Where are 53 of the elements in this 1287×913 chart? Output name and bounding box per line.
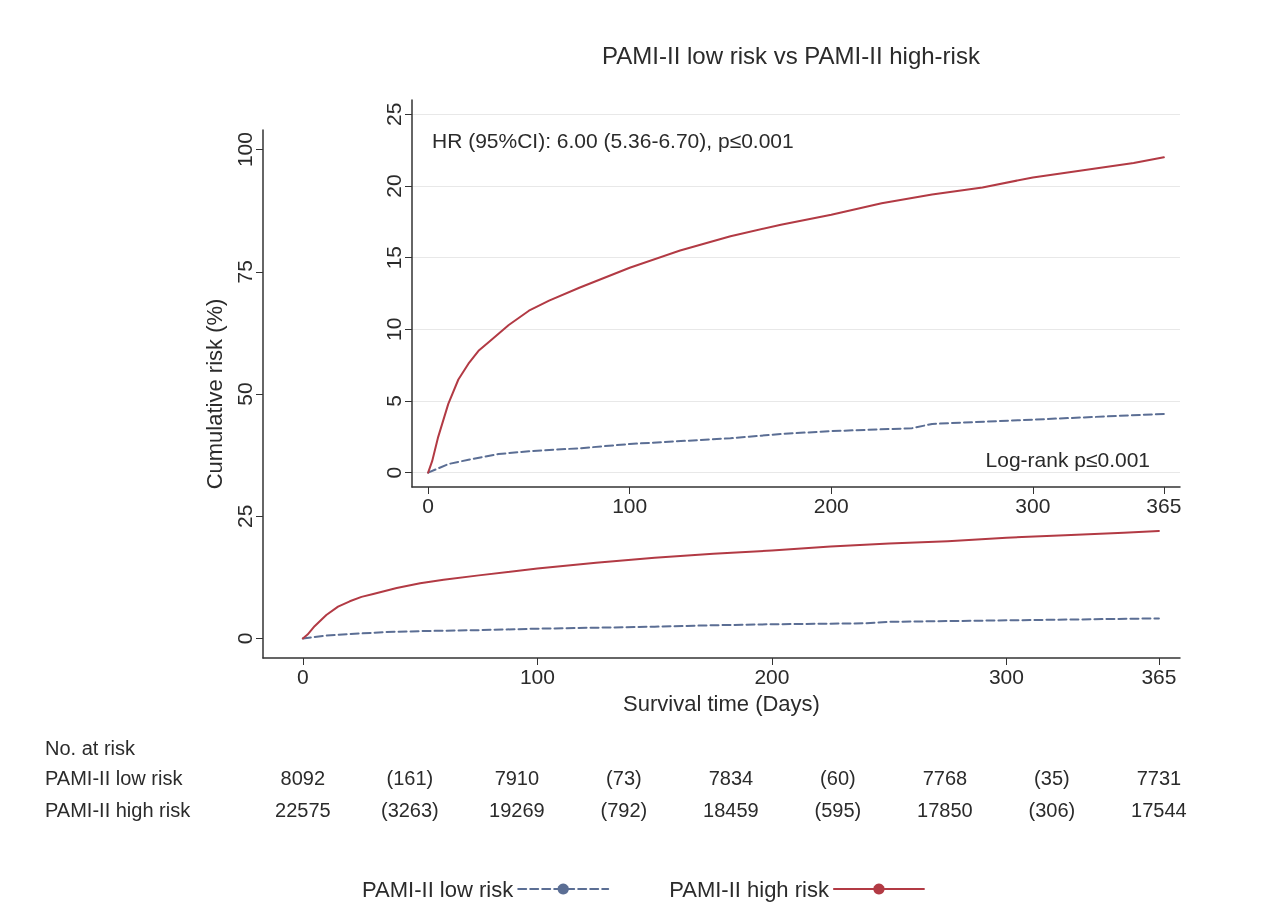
x-tick-label: 200 [813, 494, 849, 517]
y-tick-label: 25 [233, 504, 256, 528]
text: 7910 [494, 767, 540, 789]
y-tick-label: 50 [233, 382, 256, 406]
y-tick-label: 100 [233, 132, 256, 168]
text: (35) [1034, 767, 1070, 789]
text: (306) [1028, 799, 1076, 821]
chart-title: PAMI-II low risk vs PAMI-II high-risk [602, 41, 981, 69]
y-axis-title: Cumulative risk (%) [201, 298, 227, 490]
y-tick-label: 15 [382, 245, 405, 270]
text: PAMI-II high risk [45, 799, 192, 821]
x-tick-label: 300 [1015, 494, 1051, 517]
line-series [427, 156, 1165, 474]
line-series [301, 529, 1160, 640]
y-tick-label: 5 [382, 395, 405, 407]
x-tick-label: 0 [297, 665, 309, 688]
x-tick-label: 365 [1141, 665, 1177, 688]
text: 8092 [280, 767, 326, 789]
annotation: HR (95%CI): 6.00 (5.36-6.70), p≤0.001 [432, 129, 794, 152]
y-tick-label: 0 [382, 466, 405, 479]
x-tick-label: 365 [1146, 494, 1182, 517]
text: (161) [386, 767, 434, 789]
text: 17544 [1131, 799, 1187, 821]
text: No. at risk [45, 737, 137, 759]
y-tick-label: 75 [233, 260, 256, 284]
legend-label: PAMI-II high risk [669, 876, 830, 902]
text: 19269 [489, 799, 545, 821]
legend-label: PAMI-II low risk [362, 876, 515, 902]
text: PAMI-II low risk [45, 767, 184, 789]
y-tick-label: 0 [233, 632, 256, 645]
text: 7768 [922, 767, 968, 789]
text: 7731 [1136, 767, 1182, 789]
x-tick-label: 300 [988, 665, 1024, 688]
y-tick-label: 10 [382, 317, 405, 342]
annotation: Log-rank p≤0.001 [985, 448, 1151, 471]
text: (792) [600, 799, 648, 821]
text: (60) [820, 767, 856, 789]
text: (3263) [380, 799, 439, 821]
x-axis-title: Survival time (Days) [623, 690, 820, 716]
x-tick-label: 100 [519, 665, 555, 688]
text: (595) [814, 799, 862, 821]
text: 17850 [917, 799, 973, 821]
x-tick-label: 0 [422, 494, 434, 517]
y-tick-label: 20 [382, 174, 405, 198]
text: (73) [606, 767, 642, 789]
text: 7834 [708, 767, 754, 789]
x-tick-label: 100 [612, 494, 648, 517]
y-tick-label: 25 [382, 102, 405, 127]
text: 18459 [703, 799, 759, 821]
x-tick-label: 200 [754, 665, 790, 688]
text: 22575 [275, 799, 331, 821]
line-series [427, 412, 1165, 474]
line-series [301, 617, 1160, 640]
